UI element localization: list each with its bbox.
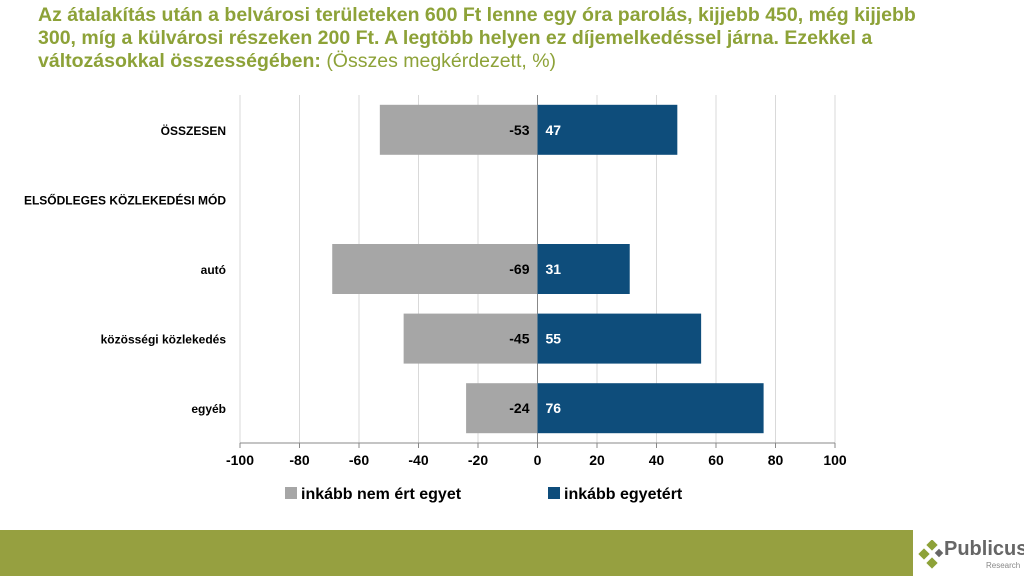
- bar-disagree: [379, 104, 538, 155]
- chart-title: Az átalakítás után a belvárosi területek…: [38, 4, 938, 73]
- x-tick-label: 0: [534, 452, 542, 468]
- x-tick-label: -80: [289, 452, 309, 468]
- data-label: 31: [546, 261, 562, 277]
- x-tick-label: 80: [768, 452, 784, 468]
- legend-swatch: [548, 487, 560, 499]
- bar-agree: [537, 313, 702, 364]
- legend-label: inkább egyetért: [564, 486, 683, 503]
- bar-disagree: [466, 383, 538, 434]
- x-tick-label: -40: [408, 452, 428, 468]
- legend-swatch: [285, 487, 297, 499]
- bar-disagree: [403, 313, 538, 364]
- title-subtitle: (Összes megkérdezett, %): [326, 50, 557, 72]
- data-label: 76: [546, 400, 562, 416]
- x-tick-label: 60: [708, 452, 724, 468]
- bar-agree: [537, 104, 678, 155]
- data-label: -45: [509, 331, 529, 347]
- x-tick-label: 20: [589, 452, 605, 468]
- legend-label: inkább nem ért egyet: [301, 486, 462, 503]
- chart: -100 -80 -60 -40 -20 0 20 40 60 80 100 ÖSSZESEN -53 4…: [24, 95, 847, 503]
- x-tick-label: -100: [226, 452, 254, 468]
- logo-text: Publicus: [944, 538, 1024, 560]
- category-label: közösségi közlekedés: [101, 333, 227, 347]
- data-label: 47: [546, 122, 562, 138]
- data-label: -53: [509, 122, 529, 138]
- x-tick-label: 40: [649, 452, 665, 468]
- publicus-logo: Publicus Research: [918, 536, 1024, 576]
- title-main: Az átalakítás után a belvárosi területek…: [38, 4, 916, 72]
- data-label: -24: [509, 400, 529, 416]
- footer-bar: [0, 530, 913, 576]
- category-label: ÖSSZESEN: [161, 123, 226, 138]
- x-tick-label: 100: [823, 452, 847, 468]
- category-label: ELSŐDLEGES KÖZLEKEDÉSI MÓD: [24, 192, 226, 207]
- bar-disagree: [332, 244, 538, 294]
- logo-diamonds-icon: [918, 540, 944, 569]
- x-tick-label: -60: [349, 452, 369, 468]
- data-label: 55: [546, 331, 562, 347]
- category-label: egyéb: [191, 402, 226, 416]
- logo-subtext: Research: [986, 561, 1021, 570]
- bar-agree: [537, 244, 630, 294]
- category-label: autó: [201, 263, 226, 277]
- bar-agree: [537, 383, 764, 434]
- data-label: -69: [509, 261, 529, 277]
- x-tick-label: -20: [468, 452, 488, 468]
